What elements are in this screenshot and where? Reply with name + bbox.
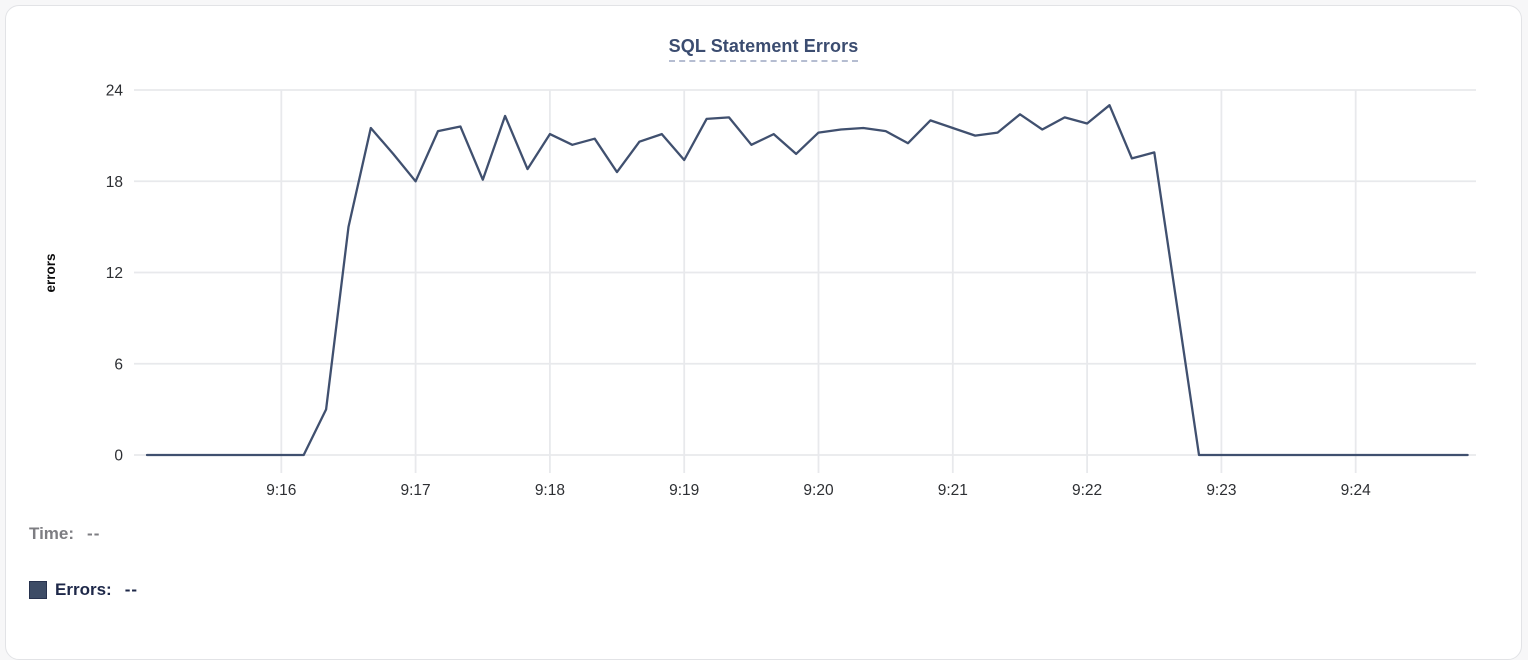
y-tick-label: 0 [114, 448, 123, 465]
legend-errors-value: -- [124, 580, 139, 599]
chart-header: SQL Statement Errors [6, 36, 1521, 62]
x-tick-label: 9:19 [669, 482, 699, 499]
chart-card: SQL Statement Errors 0 6 12 18 24 9:16 9:17 9:1… [5, 5, 1522, 660]
legend-errors-row[interactable]: Errors: -- [29, 578, 138, 602]
x-tick-label: 9:17 [401, 482, 431, 499]
y-tick-label: 12 [106, 265, 123, 282]
x-tick-label: 9:16 [266, 482, 296, 499]
x-tick-label: 9:23 [1206, 482, 1236, 499]
y-tick-label: 18 [106, 174, 123, 191]
x-tick-label: 9:18 [535, 482, 565, 499]
chart-legend: Time: -- Errors: -- [29, 522, 138, 634]
x-tick-label: 9:22 [1072, 482, 1102, 499]
legend-time-label: Time: [29, 524, 75, 543]
x-tick-label: 9:20 [803, 482, 834, 499]
chart-title[interactable]: SQL Statement Errors [668, 36, 859, 62]
x-tick-label: 9:24 [1341, 482, 1372, 499]
x-tick-label: 9:21 [938, 482, 968, 499]
legend-time-row: Time: -- [29, 522, 138, 546]
y-tick-label: 24 [106, 83, 124, 100]
legend-errors-label: Errors: [55, 580, 112, 599]
y-axis-title: errors [43, 253, 58, 292]
errors-series-swatch [29, 581, 47, 599]
y-tick-label: 6 [114, 356, 123, 373]
errors-series-line[interactable] [145, 104, 1469, 457]
line-chart[interactable]: 0 6 12 18 24 9:16 9:17 9:18 9:19 9:20 9:21 9:22 9:23… [6, 6, 1528, 518]
legend-time-value: -- [87, 524, 101, 543]
